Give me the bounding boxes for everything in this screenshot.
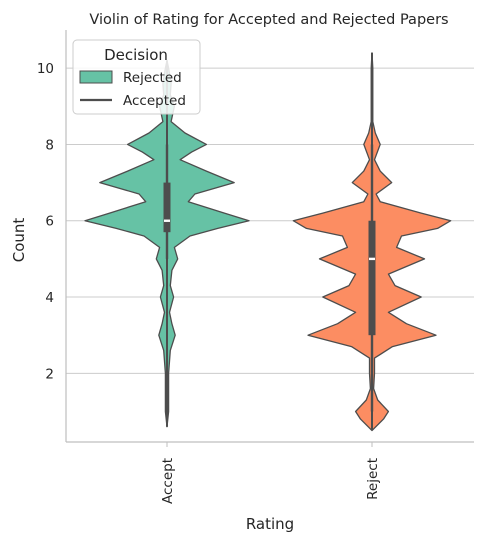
violins (84, 52, 452, 432)
violin-accept-median (164, 219, 170, 222)
violin-reject-median (369, 257, 375, 261)
y-tick-label: 6 (45, 214, 54, 230)
legend-frame (72, 39, 201, 115)
y-tick-labels: 2 4 6 8 10 (37, 61, 54, 382)
violin-reject-iqr-box (368, 220, 376, 336)
y-tick-label: 8 (45, 137, 54, 153)
legend-accepted-label: Accepted (123, 93, 186, 109)
y-tick-label: 10 (37, 61, 54, 77)
axes (65, 30, 474, 443)
x-tick-label-accept: Accept (160, 458, 176, 504)
y-tick-label: 2 (45, 366, 54, 382)
y-tick-label: 4 (45, 290, 54, 306)
x-tick-labels: Accept Reject (160, 442, 381, 504)
x-axis-label: Rating (246, 515, 294, 533)
violin-accept-iqr-box (163, 182, 171, 233)
x-tick-label-reject: Reject (365, 458, 381, 500)
chart-title: Violin of Rating for Accepted and Reject… (89, 12, 448, 28)
y-axis-label: Count (10, 218, 28, 263)
legend: Decision Rejected Accepted (72, 39, 201, 115)
legend-rejected-swatch (79, 70, 113, 84)
legend-rejected-label: Rejected (123, 70, 182, 86)
legend-title: Decision (104, 46, 168, 64)
